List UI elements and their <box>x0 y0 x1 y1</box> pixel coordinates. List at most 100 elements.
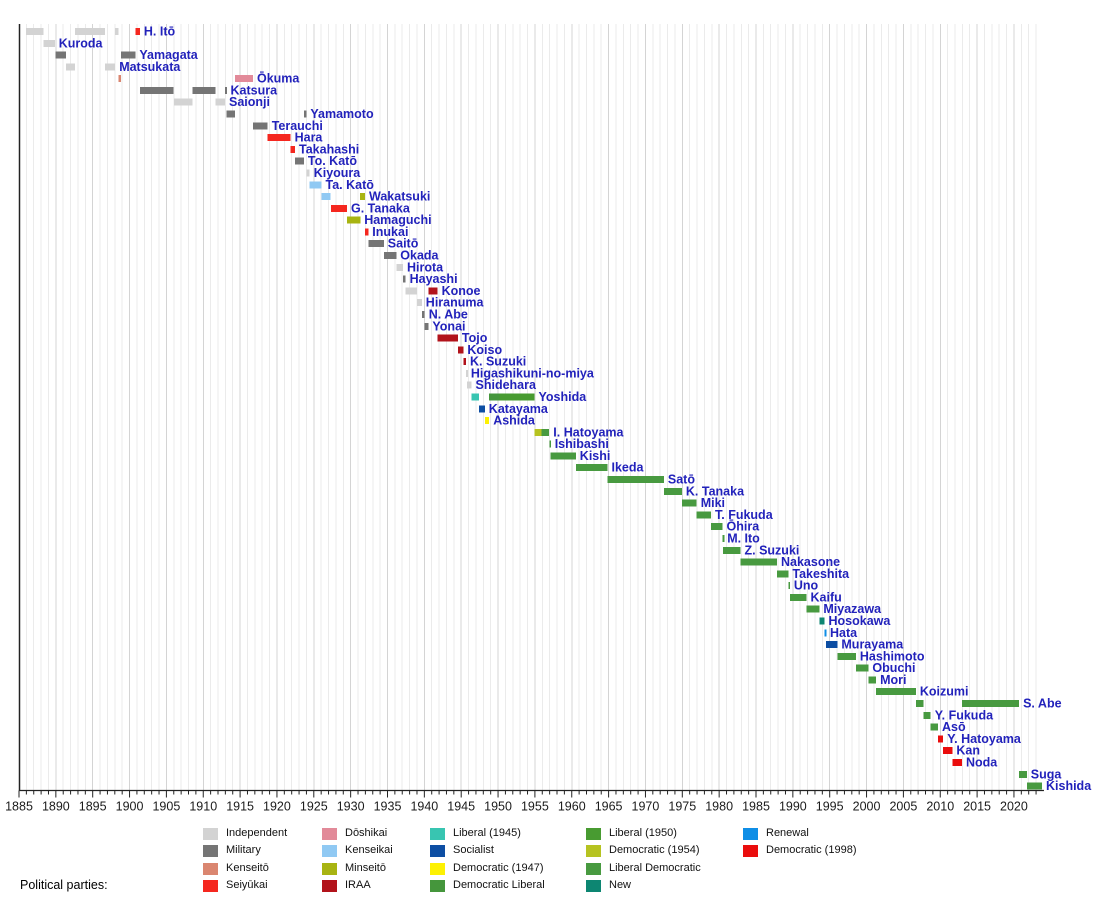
pm-label[interactable]: Konoe <box>442 284 481 298</box>
term-bar <box>424 322 429 330</box>
pm-label[interactable]: Satō <box>668 473 695 487</box>
axis-tick-label: 2020 <box>1000 800 1028 814</box>
pm-label[interactable]: Hirota <box>407 260 444 274</box>
axis-tick-label: 1960 <box>558 800 586 814</box>
axis-tick-label: 1995 <box>816 800 844 814</box>
pm-label[interactable]: Kiyoura <box>314 166 362 180</box>
pm-label[interactable]: Kuroda <box>59 36 104 50</box>
pm-label[interactable]: Suga <box>1031 767 1063 781</box>
pm-label[interactable]: Hayashi <box>410 272 458 286</box>
term-bar <box>368 240 384 248</box>
pm-label[interactable]: Ōkuma <box>257 72 300 86</box>
pm-label[interactable]: Takeshita <box>792 567 850 581</box>
pm-label[interactable]: Yonai <box>432 319 465 333</box>
term-bar <box>711 523 723 531</box>
pm-label[interactable]: K. Suzuki <box>470 355 526 369</box>
pm-label[interactable]: Ashida <box>493 414 536 428</box>
term-bar <box>837 652 856 660</box>
pm-label[interactable]: Matsukata <box>119 60 181 74</box>
pm-label[interactable]: G. Tanaka <box>351 201 411 215</box>
pm-label[interactable]: Shidehara <box>476 378 537 392</box>
term-bar <box>923 711 931 719</box>
pm-label[interactable]: Murayama <box>841 638 904 652</box>
term-bar <box>696 511 712 519</box>
pm-label[interactable]: Z. Suzuki <box>745 543 800 557</box>
term-bar <box>723 546 741 554</box>
axis-tick-label: 1910 <box>189 800 217 814</box>
term-bar <box>1026 782 1042 790</box>
pm-label[interactable]: Kaifu <box>811 590 842 604</box>
pm-label[interactable]: M. Ito <box>727 532 760 546</box>
pm-label[interactable]: Ōhira <box>727 520 761 534</box>
pm-label[interactable]: Saionji <box>229 95 270 109</box>
pm-label[interactable]: N. Abe <box>429 308 468 322</box>
pm-label[interactable]: Yamagata <box>139 48 198 62</box>
pm-label[interactable]: Hiranuma <box>426 296 485 310</box>
pm-label[interactable]: Katayama <box>489 402 549 416</box>
pm-label[interactable]: Yamamoto <box>310 107 374 121</box>
term-bar <box>428 287 438 295</box>
pm-label[interactable]: Kan <box>956 744 980 758</box>
term-bar <box>489 393 500 401</box>
pm-label[interactable]: Uno <box>794 579 819 593</box>
pm-label[interactable]: S. Abe <box>1023 697 1061 711</box>
term-bar <box>868 676 877 684</box>
pm-label[interactable]: Koiso <box>467 343 502 357</box>
term-bar <box>306 169 310 177</box>
term-bar <box>740 558 777 566</box>
term-bar <box>855 664 869 672</box>
term-bar <box>225 86 227 94</box>
pm-label[interactable]: Miyazawa <box>823 602 882 616</box>
pm-label[interactable]: Inukai <box>372 225 408 239</box>
term-bar <box>192 86 216 94</box>
pm-label[interactable]: Hara <box>295 131 324 145</box>
pm-label[interactable]: Koizumi <box>920 685 969 699</box>
term-bar <box>484 417 490 425</box>
term-bar <box>463 358 466 366</box>
pm-label[interactable]: Ishibashi <box>555 437 609 451</box>
pm-label[interactable]: Okada <box>400 249 439 263</box>
pm-label[interactable]: I. Hatoyama <box>553 425 624 439</box>
pm-label[interactable]: Hashimoto <box>860 649 925 663</box>
pm-label[interactable]: Nakasone <box>781 555 840 569</box>
pm-label[interactable]: Kishida <box>1046 779 1092 793</box>
pm-label[interactable]: Yoshida <box>539 390 588 404</box>
axis-tick-label: 1905 <box>152 800 180 814</box>
pm-label[interactable]: Hamaguchi <box>364 213 431 227</box>
pm-label[interactable]: Tojo <box>462 331 488 345</box>
axis-tick-label: 1945 <box>447 800 475 814</box>
pm-label[interactable]: Mori <box>880 673 906 687</box>
pm-label[interactable]: Wakatsuki <box>369 190 430 204</box>
term-bar <box>876 688 916 696</box>
pm-label[interactable]: Kishi <box>580 449 611 463</box>
term-bar <box>824 629 827 637</box>
pm-label[interactable]: Higashikuni-no-miya <box>471 366 595 380</box>
pm-label[interactable]: Y. Hatoyama <box>947 732 1022 746</box>
pm-label[interactable]: H. Itō <box>144 25 176 39</box>
pm-label[interactable]: Hata <box>830 626 858 640</box>
pm-label[interactable]: Y. Fukuda <box>935 708 994 722</box>
pm-label[interactable]: Ikeda <box>612 461 645 475</box>
axis-tick-label: 1970 <box>632 800 660 814</box>
pm-label[interactable]: Takahashi <box>299 142 359 156</box>
pm-label[interactable]: Hosokawa <box>829 614 892 628</box>
axis-tick-label: 1955 <box>521 800 549 814</box>
term-bar <box>663 487 682 495</box>
pm-label[interactable]: Noda <box>966 756 998 770</box>
pm-label[interactable]: Saitō <box>388 237 419 251</box>
pm-label[interactable]: Terauchi <box>272 119 323 133</box>
term-bar <box>607 476 664 483</box>
gridlines <box>25 24 1037 791</box>
pm-label[interactable]: Ta. Katō <box>326 178 375 192</box>
pm-label[interactable]: Katsura <box>231 83 279 97</box>
term-bar <box>722 535 725 542</box>
axis-tick-label: 1980 <box>705 800 733 814</box>
pm-label[interactable]: Asō <box>942 720 966 734</box>
pm-label[interactable]: To. Katō <box>308 154 357 168</box>
pm-label[interactable]: Obuchi <box>872 661 915 675</box>
pm-label[interactable]: K. Tanaka <box>686 484 745 498</box>
term-bar <box>140 86 174 94</box>
axis-tick-label: 1920 <box>263 800 291 814</box>
pm-label[interactable]: Miki <box>701 496 725 510</box>
pm-label[interactable]: T. Fukuda <box>715 508 774 522</box>
